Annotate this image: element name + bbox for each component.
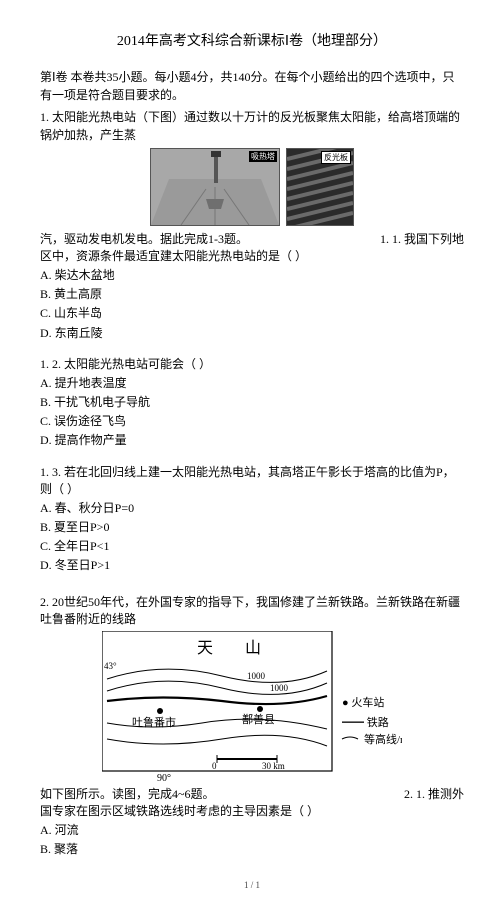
q2-options: A. 提升地表温度 B. 干扰飞机电子导航 C. 误伤途径飞鸟 D. 提高作物产… <box>40 374 464 451</box>
q1-option-b: B. 黄土高原 <box>40 285 464 304</box>
q3-options: A. 春、秋分日P=0 B. 夏至日P>0 C. 全年日P<1 D. 冬至日P>… <box>40 499 464 576</box>
svg-text:1000: 1000 <box>247 671 266 681</box>
q1-intro-line2: 汽，驱动发电机发电。据此完成1-3题。 <box>40 230 248 247</box>
map-tianshan-label: 天 山 <box>197 639 261 657</box>
q4-options: A. 河流 B. 聚落 <box>40 821 464 859</box>
q3-option-a: A. 春、秋分日P=0 <box>40 499 464 518</box>
q3-option-d: D. 冬至日P>1 <box>40 556 464 575</box>
q1-intro-line3: 区中，资源条件最适宜建太阳能光热电站的是（ ） <box>40 247 464 264</box>
q4-intro-line2: 如下图所示。读图，完成4~6题。 <box>40 785 215 802</box>
q3-option-c: C. 全年日P<1 <box>40 537 464 556</box>
q4-option-b: B. 聚落 <box>40 840 464 859</box>
figure-row: 吸热塔 反光板 <box>40 148 464 226</box>
svg-text:1000: 1000 <box>270 683 289 693</box>
section-header: 第Ⅰ卷 本卷共35小题。每小题4分，共140分。在每个小题给出的四个选项中，只有… <box>40 68 464 104</box>
page-footer: 1 / 1 <box>40 880 464 890</box>
svg-text:吐鲁番市: 吐鲁番市 <box>132 715 176 729</box>
page-title: 2014年高考文科综合新课标Ⅰ卷（地理部分） <box>40 30 464 50</box>
q4-intro-line3: 国专家在图示区域铁路选线时考虑的主导因素是（ ） <box>40 802 464 819</box>
figure-mirror-label: 反光板 <box>321 151 351 164</box>
q4-intro-line2b: 2. 1. 推测外 <box>404 785 464 802</box>
q1-options: A. 柴达木盆地 B. 黄土高原 C. 山东半岛 D. 东南丘陵 <box>40 266 464 343</box>
svg-text:━━ 铁路: ━━ 铁路 <box>342 716 389 729</box>
q1-option-c: C. 山东半岛 <box>40 304 464 323</box>
q2-option-b: B. 干扰飞机电子导航 <box>40 393 464 412</box>
svg-text:90°: 90° <box>157 773 171 781</box>
q3-option-b: B. 夏至日P>0 <box>40 518 464 537</box>
q1-intro-line2b: 1. 1. 我国下列地 <box>380 230 464 247</box>
figure-tower-label: 吸热塔 <box>249 151 277 162</box>
svg-text:30 km: 30 km <box>262 761 285 771</box>
q4-option-a: A. 河流 <box>40 821 464 840</box>
q3-stem: 1. 3. 若在北回归线上建一太阳能光热电站，其高塔正午影长于塔高的比值为P，则… <box>40 463 464 497</box>
q2-stem: 1. 2. 太阳能光热电站可能会（ ） <box>40 355 464 372</box>
map-figure: 天 山 1000 1000 吐鲁番市 鄯善县 43° 0 30 km 90° <box>102 631 402 781</box>
svg-text:43°: 43° <box>104 661 117 671</box>
q2-option-c: C. 误伤途径飞鸟 <box>40 412 464 431</box>
q2-option-d: D. 提高作物产量 <box>40 431 464 450</box>
figure-tower: 吸热塔 <box>150 148 280 226</box>
svg-text:鄯善县: 鄯善县 <box>242 712 275 726</box>
q1-option-a: A. 柴达木盆地 <box>40 266 464 285</box>
figure-mirror: 反光板 <box>286 148 354 226</box>
q1-intro-line1: 1. 太阳能光热电站（下图）通过数以十万计的反光板聚焦太阳能，给高塔顶端的锅炉加… <box>40 108 464 144</box>
svg-text:等高线/m: 等高线/m <box>364 732 402 746</box>
q4-intro-line1: 2. 20世纪50年代，在外国专家的指导下，我国修建了兰新铁路。兰新铁路在新疆吐… <box>40 593 464 627</box>
svg-text:● 火车站: ● 火车站 <box>342 695 384 709</box>
q1-option-d: D. 东南丘陵 <box>40 324 464 343</box>
svg-text:0: 0 <box>212 761 217 771</box>
q2-option-a: A. 提升地表温度 <box>40 374 464 393</box>
